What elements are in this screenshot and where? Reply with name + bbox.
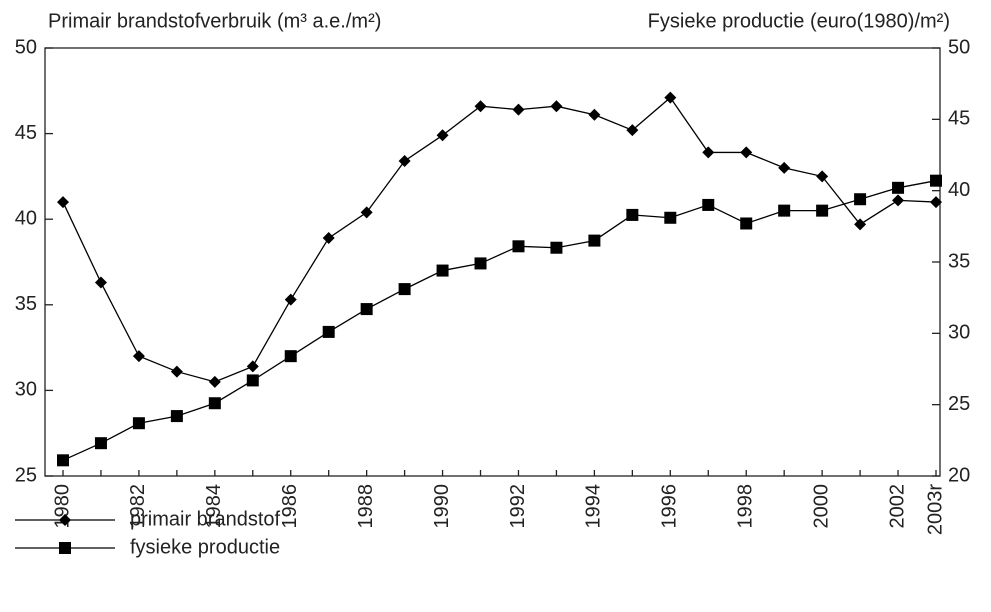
y2-axis-title: Fysieke productie (euro(1980)/m²) [648, 10, 950, 32]
y2-tick-label: 30 [948, 322, 970, 344]
data-point [854, 193, 867, 206]
data-point [57, 196, 69, 209]
data-point [360, 303, 373, 316]
x-tick-label: 2002 [886, 484, 908, 529]
data-point [284, 350, 297, 363]
data-point [170, 410, 183, 423]
x-tick-label: 1990 [431, 484, 453, 529]
data-point [740, 146, 753, 159]
data-point [626, 208, 639, 221]
x-tick-label: 2000 [810, 484, 832, 529]
x-tick-label: 1998 [734, 484, 756, 529]
data-point [132, 350, 145, 363]
data-point [170, 365, 183, 378]
data-point [512, 103, 525, 116]
data-point [892, 181, 905, 194]
data-point [588, 234, 601, 247]
y-tick-label: 50 [15, 36, 37, 58]
series-line [62, 180, 937, 461]
data-point [854, 218, 867, 231]
data-point [892, 194, 905, 207]
y2-tick-label: 20 [948, 464, 970, 486]
data-point [322, 232, 335, 245]
data-point [474, 100, 487, 113]
data-point [588, 108, 601, 121]
data-point [664, 211, 677, 224]
data-point [94, 437, 107, 450]
y-tick-label: 25 [15, 464, 37, 486]
x-tick-label: 1982 [127, 484, 149, 529]
data-point [246, 360, 259, 373]
data-point [436, 264, 449, 277]
data-point [208, 397, 221, 410]
x-tick-label: 1984 [203, 484, 225, 529]
data-point [246, 374, 259, 387]
data-point [816, 170, 829, 183]
data-point [398, 283, 411, 296]
data-point [322, 325, 335, 338]
data-point [550, 241, 563, 254]
data-point [474, 257, 487, 270]
series-line [62, 96, 937, 383]
data-point [930, 196, 942, 209]
data-point [94, 276, 107, 289]
data-point [398, 154, 411, 167]
y2-tick-label: 25 [948, 393, 970, 415]
x-tick-label: 2003r [924, 484, 946, 535]
y-tick-label: 35 [15, 293, 37, 315]
x-tick-label: 1986 [279, 484, 301, 529]
y2-tick-label: 40 [948, 179, 970, 201]
x-tick-label: 1992 [507, 484, 529, 529]
x-tick-label: 1994 [583, 484, 605, 529]
legend-label: fysieke productie [130, 536, 280, 558]
data-point [57, 454, 69, 467]
y-tick-label: 30 [15, 379, 37, 401]
y-tick-label: 45 [15, 122, 37, 144]
y2-tick-label: 45 [948, 108, 970, 130]
data-point [778, 204, 791, 217]
data-point [778, 161, 791, 174]
data-point [512, 240, 525, 253]
data-point [284, 293, 297, 306]
data-point [930, 174, 942, 187]
data-point [550, 100, 563, 113]
legend-marker [59, 514, 71, 526]
y2-tick-label: 35 [948, 250, 970, 272]
data-point [360, 206, 373, 219]
data-point [132, 417, 145, 430]
y-axis-title: Primair brandstofverbruik (m³ a.e./m²) [48, 10, 381, 32]
data-point [740, 217, 753, 230]
legend-label: primair brandstof [130, 508, 281, 530]
legend-marker [59, 542, 71, 554]
data-point [816, 204, 829, 217]
data-point [436, 129, 449, 142]
x-tick-label: 1996 [659, 484, 681, 529]
data-point [208, 375, 221, 388]
x-tick-label: 1988 [355, 484, 377, 529]
data-point [702, 198, 715, 211]
y-tick-label: 40 [15, 207, 37, 229]
data-point [664, 91, 677, 104]
data-point [702, 146, 715, 159]
y2-tick-label: 50 [948, 36, 970, 58]
data-point [626, 124, 639, 137]
